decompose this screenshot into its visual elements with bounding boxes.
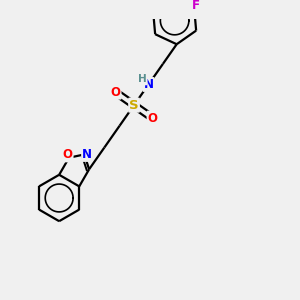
Text: S: S xyxy=(129,99,139,112)
Text: N: N xyxy=(82,148,92,161)
Text: O: O xyxy=(148,112,158,124)
Text: F: F xyxy=(191,0,200,12)
Text: N: N xyxy=(143,78,154,91)
Text: H: H xyxy=(138,74,147,84)
Text: O: O xyxy=(110,86,121,99)
Text: O: O xyxy=(63,148,73,161)
